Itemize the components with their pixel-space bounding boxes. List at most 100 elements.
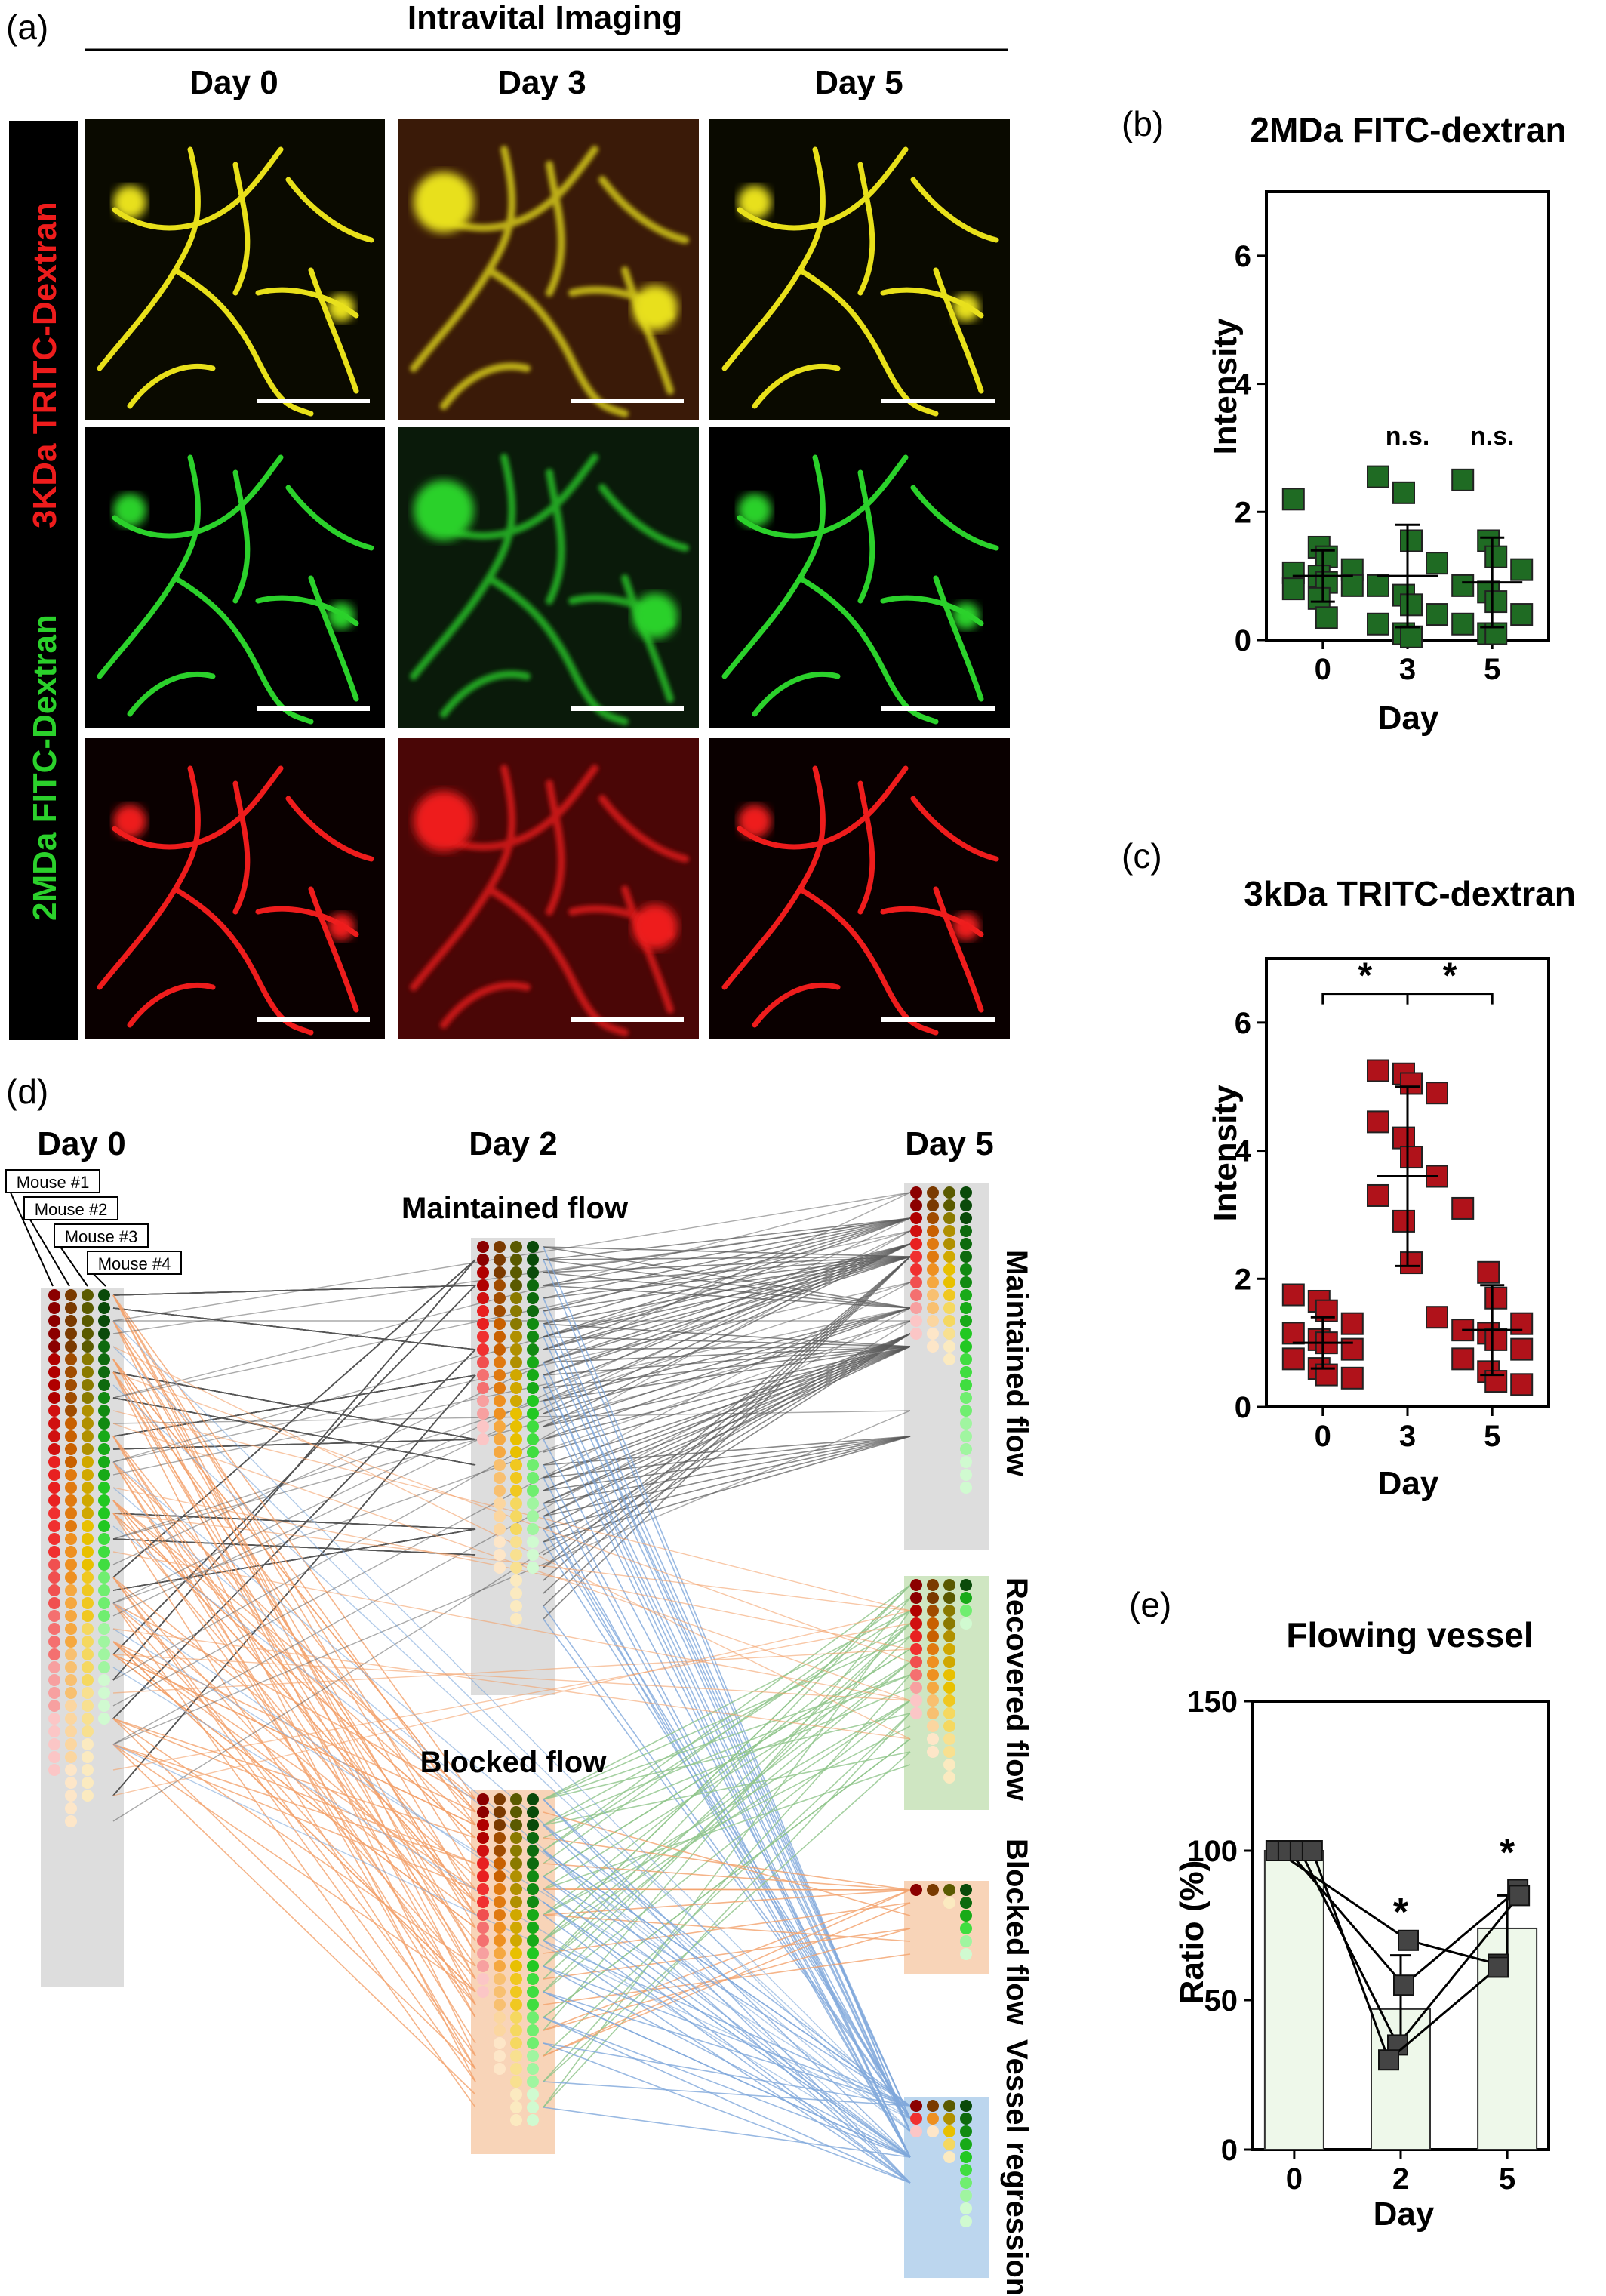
day0-dot xyxy=(98,1315,110,1327)
flow-line-blocked xyxy=(112,1410,911,1611)
panel-b-title: 2MDa FITC-dextran xyxy=(1250,110,1566,149)
data-point xyxy=(1281,1283,1305,1307)
day2-maintained-dot xyxy=(477,1369,489,1381)
flow-line-regression xyxy=(543,1323,911,2132)
mouse-label-4: Mouse #4 xyxy=(98,1254,171,1273)
data-point xyxy=(1400,1251,1423,1275)
day0-dot xyxy=(98,1340,110,1353)
day2-maintained-dot xyxy=(510,1279,522,1291)
flow-line-blocked xyxy=(112,1744,476,1864)
scale-bar xyxy=(257,399,370,403)
x-tick-label: 0 xyxy=(1315,1420,1331,1453)
day-label-day0: Day 0 xyxy=(37,1125,125,1162)
day2-maintained-dot xyxy=(494,1433,506,1445)
day0-dot xyxy=(98,1636,110,1648)
day2-blocked-dot xyxy=(527,2050,539,2062)
data-point xyxy=(1426,1082,1448,1105)
day5-blocked-dot xyxy=(960,1910,972,1922)
vessel-segment xyxy=(857,780,875,915)
day0-dot xyxy=(82,1584,94,1596)
day5-maintained-dot xyxy=(910,1315,922,1327)
data-point xyxy=(1484,545,1508,568)
day5-maintained-dot xyxy=(927,1212,939,1224)
day0-dot xyxy=(98,1443,110,1455)
panel-e-title: Flowing vessel xyxy=(1286,1615,1533,1654)
day2-blocked-dot xyxy=(510,2101,522,2113)
data-point xyxy=(1392,1209,1415,1233)
flow-line-maintained xyxy=(543,1285,911,1309)
day0-dot xyxy=(82,1494,94,1507)
flow-line-regression xyxy=(543,1400,911,2158)
day0-dot xyxy=(48,1507,60,1519)
data-point xyxy=(1281,1347,1305,1371)
day5-maintained-dot xyxy=(960,1392,972,1404)
day2-blocked-dot xyxy=(494,1934,506,1947)
day5-maintained-dot xyxy=(927,1251,939,1263)
flow-line-maintained xyxy=(543,1217,911,1350)
day2-maintained-dot xyxy=(494,1459,506,1471)
day5-maintained-dot xyxy=(910,1238,922,1250)
day2-blocked-dot xyxy=(477,1934,489,1947)
day2-maintained-dot xyxy=(494,1510,506,1522)
day2-maintained-dot xyxy=(527,1331,539,1343)
day2-blocked-dot xyxy=(510,1986,522,1998)
day2-blocked-dot xyxy=(477,1819,489,1831)
day0-dot xyxy=(65,1315,77,1327)
scale-bar xyxy=(571,706,684,711)
day0-dot xyxy=(48,1417,60,1430)
flow-line-recovered xyxy=(543,1751,911,2082)
day2-maintained-dot xyxy=(527,1305,539,1317)
day2-blocked-dot xyxy=(510,1909,522,1921)
flow-line-regression xyxy=(543,1374,911,2158)
day5-recovered-dot xyxy=(910,1592,922,1604)
y-tick-label: 6 xyxy=(1235,1007,1251,1040)
day5-maintained-dot xyxy=(943,1212,955,1224)
day5-recovered-dot xyxy=(910,1707,922,1719)
day0-dot xyxy=(82,1610,94,1622)
day5-regression-dot xyxy=(943,2113,955,2125)
day2-blocked-dot xyxy=(527,1973,539,1985)
vessel-segment xyxy=(232,469,251,604)
day2-maintained-dot xyxy=(494,1369,506,1381)
day5-maintained-dot xyxy=(910,1225,922,1237)
vessel-segment xyxy=(752,671,841,717)
flow-line-recovered xyxy=(543,1700,911,1993)
day2-maintained-dot xyxy=(477,1331,489,1343)
day5-maintained-dot xyxy=(960,1366,972,1378)
flow-line-recovered xyxy=(543,1764,911,1890)
panel-e: (e) Flowing vessel 0 50 100 150 0 2 5 * * Day Ra… xyxy=(1129,1585,1550,2233)
day5-recovered-dot xyxy=(910,1643,922,1655)
day-label-day2: Day 2 xyxy=(469,1125,557,1162)
day5-regression-dot xyxy=(960,2215,972,2227)
flow-line-maintained xyxy=(543,1272,911,1309)
day0-dot xyxy=(65,1610,77,1622)
day0-dot xyxy=(65,1674,77,1686)
day2-blocked-dot xyxy=(527,2101,539,2113)
vessel-segment xyxy=(598,176,689,244)
day0-dot xyxy=(98,1507,110,1519)
day2-maintained-dot xyxy=(494,1395,506,1407)
flow-line-regression xyxy=(543,1991,911,2107)
day0-dot xyxy=(98,1379,110,1391)
data-point xyxy=(1315,606,1338,629)
day2-maintained-dot xyxy=(527,1254,539,1266)
day2-maintained-dot xyxy=(477,1318,489,1330)
y-tick-label: 100 xyxy=(1187,1835,1238,1868)
day5-regression-dot xyxy=(960,2138,972,2150)
day0-dot xyxy=(82,1353,94,1365)
data-point xyxy=(1451,1196,1475,1220)
day2-blocked-dot xyxy=(494,1960,506,1972)
day2-blocked-dot xyxy=(510,1870,522,1882)
scale-bar xyxy=(571,399,684,403)
day2-maintained-dot xyxy=(477,1343,489,1356)
day2-blocked-dot xyxy=(494,1986,506,1998)
day2-maintained-dot xyxy=(527,1433,539,1445)
flow-line-recovered xyxy=(543,1584,911,1967)
day5-maintained-dot xyxy=(960,1482,972,1494)
day0-dot xyxy=(65,1443,77,1455)
flow-line-maintained xyxy=(543,1243,911,1427)
day5-blocked-dot xyxy=(960,1948,972,1960)
vessel-network xyxy=(721,146,999,417)
day0-dot xyxy=(48,1584,60,1596)
